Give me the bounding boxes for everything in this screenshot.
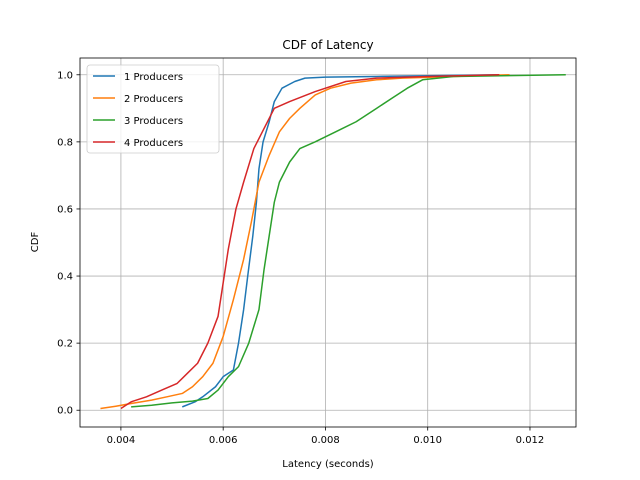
x-tick-label: 0.006 [209,435,238,446]
legend-label-1: 1 Producers [124,72,183,83]
series-line-3 [131,74,566,408]
y-tick-label: 0.0 [57,406,73,417]
series-group [100,74,566,410]
ticks: 0.004 0.006 0.008 0.010 0.012 0.0 0.2 0.4 0.6 0.8… [57,70,544,446]
legend-label-3: 3 Producers [124,116,183,127]
x-tick-label: 0.010 [413,435,442,446]
chart-title: CDF of Latency [282,38,373,52]
y-axis-label: CDF [30,232,41,253]
y-tick-label: 0.8 [57,137,73,148]
series-line-2 [100,74,510,410]
axes-frame [79,57,577,428]
legend-label-2: 2 Producers [124,94,183,105]
x-tick-label: 0.004 [107,435,136,446]
legend-box [86,64,220,154]
x-tick-label: 0.012 [516,435,545,446]
x-tick-label: 0.008 [311,435,340,446]
y-tick-label: 1.0 [57,70,73,81]
y-tick-label: 0.6 [57,204,73,215]
legend: 1 Producers 2 Producers 3 Producers 4 Produ… [86,64,220,154]
series-line-4 [120,74,500,410]
y-tick-label: 0.4 [57,272,73,283]
x-axis-label: Latency (seconds) [282,459,373,470]
y-tick-label: 0.2 [57,339,73,350]
legend-label-4: 4 Producers [124,138,183,149]
